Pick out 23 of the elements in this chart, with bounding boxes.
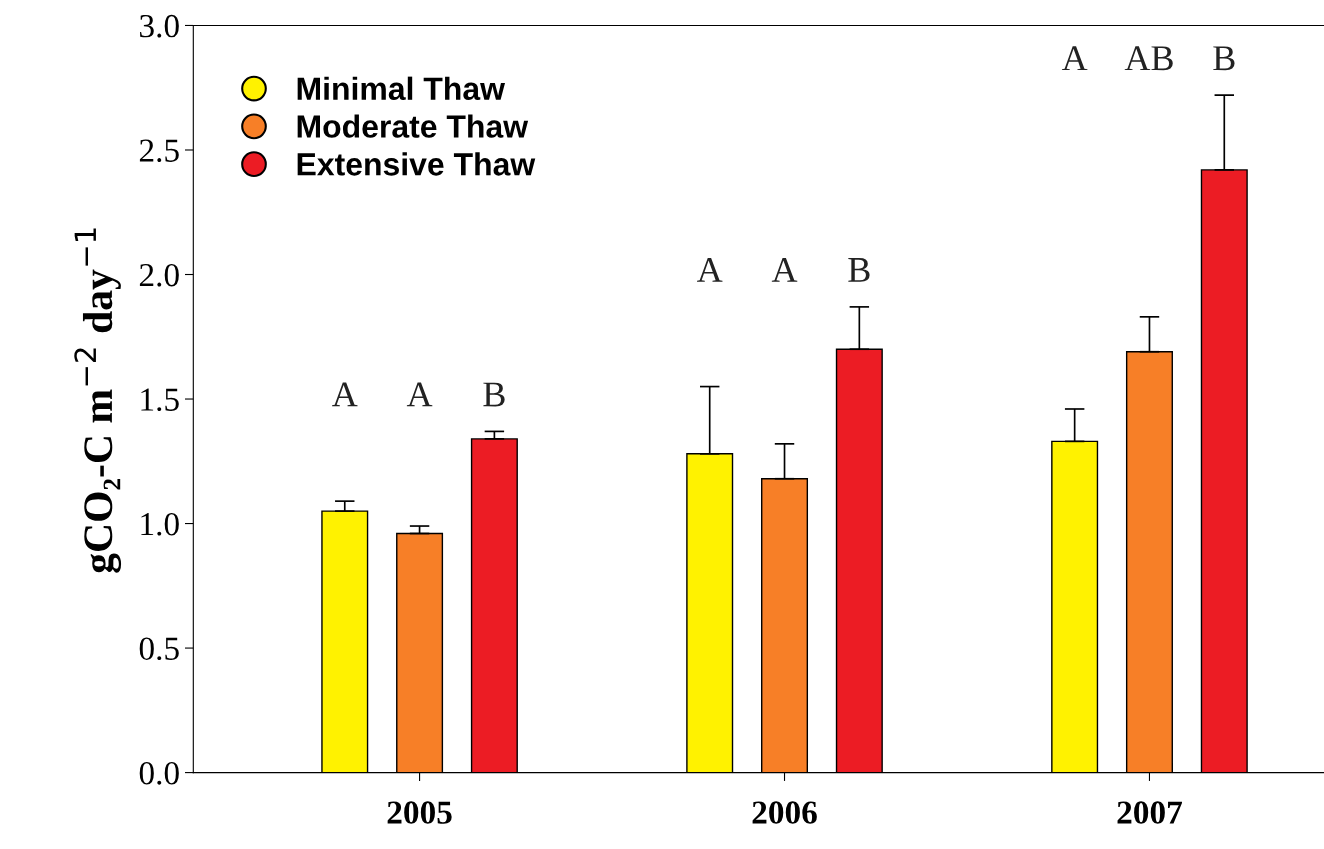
- y-tick-label: 0.0: [139, 761, 179, 785]
- annotation: AB: [1124, 46, 1173, 71]
- x-tick-label: 2007: [1117, 801, 1182, 824]
- legend-label: Moderate Thaw: [297, 114, 529, 138]
- annotation: A: [697, 257, 723, 282]
- x-tick-label: 2006: [752, 801, 817, 824]
- annotation: B: [848, 258, 870, 282]
- y-tick-label: 1.0: [141, 512, 179, 536]
- annotation: B: [483, 382, 505, 407]
- y-tick-label: 3.0: [140, 14, 179, 38]
- annotation: A: [332, 382, 358, 407]
- x-tick-label: 2005: [387, 801, 452, 824]
- legend-label: Minimal Thaw: [297, 76, 506, 101]
- y-tick-label: 2.0: [139, 263, 179, 287]
- annotation: B: [1213, 46, 1235, 71]
- y-tick-label: 0.5: [139, 637, 179, 661]
- y-tick-label: 1.5: [141, 388, 179, 412]
- annotation: A: [771, 257, 798, 282]
- y-tick-label: 2.5: [139, 139, 179, 163]
- y-axis-title: gCO₂-C m$^{−2}$ day$^{−1}$: [74, 228, 122, 573]
- legend-label: Extensive Thaw: [297, 152, 536, 176]
- annotation: A: [1061, 46, 1088, 71]
- annotation: A: [406, 382, 433, 407]
